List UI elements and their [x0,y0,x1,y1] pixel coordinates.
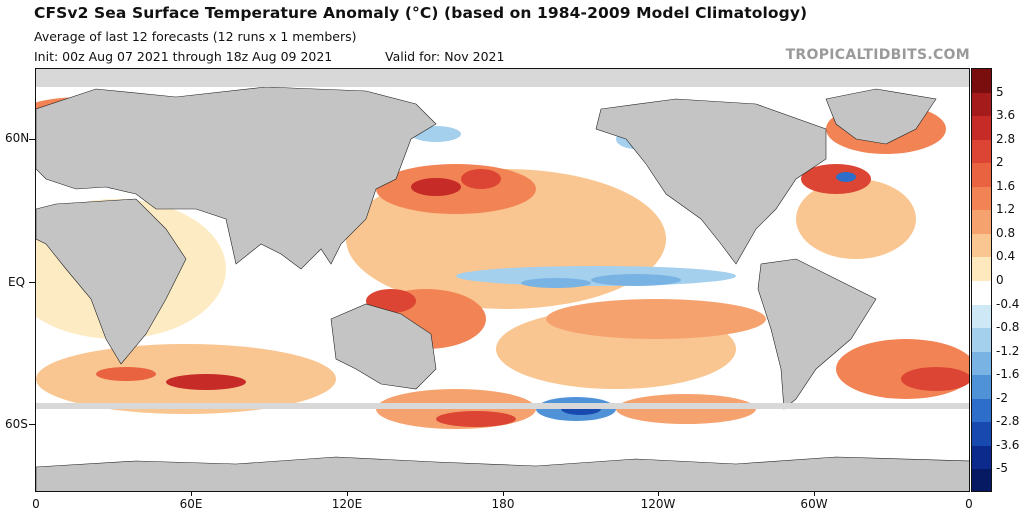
land-eurasia [36,86,437,270]
lon-label-60w: 60W [800,497,828,511]
map-subtitle: Average of last 12 forecasts (12 runs x … [34,29,357,44]
colorbar-segment [972,469,991,491]
colorbar-segment [972,422,991,447]
colorbar-segment [972,92,991,117]
colorbar [971,68,992,492]
colorbar-segment [972,351,991,376]
lon-tick [191,491,192,496]
land-antarctica [36,456,969,491]
lon-label-0: 0 [32,497,40,511]
land-south-america [757,258,877,410]
colorbar-label: 1.2 [996,202,1016,217]
lon-label-120w: 120W [640,497,676,511]
land-greenland [825,88,937,145]
map-canvas [36,69,969,491]
colorbar-segment [972,210,991,235]
colorbar-label: -2 [996,390,1008,405]
colorbar-segment [972,304,991,329]
lat-label-60n: 60N [5,131,30,145]
lon-label-0-east: 0 [965,497,973,511]
colorbar-segment [972,139,991,164]
lon-tick [503,491,504,496]
sea-ice [36,69,969,409]
colorbar-label: -0.8 [996,320,1020,335]
colorbar-segment [972,69,991,94]
colorbar-segment [972,116,991,141]
lat-tick [29,139,35,140]
colorbar-label: 3.6 [996,108,1016,123]
lat-tick [29,282,35,283]
colorbar-label: 0.4 [996,249,1016,264]
lon-tick [814,491,815,496]
lat-tick [29,424,35,425]
colorbar-label: 2.8 [996,131,1016,146]
colorbar-segment [972,445,991,470]
colorbar-segment [972,375,991,400]
colorbar-label: 2 [996,155,1004,170]
lat-label-60s: 60S [5,417,28,431]
land-australia [330,303,437,390]
land-masses [36,86,969,491]
colorbar-label: -5 [996,461,1008,476]
colorbar-label: -1.6 [996,367,1020,382]
lon-tick [347,491,348,496]
init-text: Init: 00z Aug 07 2021 through 18z Aug 09… [34,49,333,64]
map-title: CFSv2 Sea Surface Temperature Anomaly (°… [34,4,808,22]
colorbar-segment [972,163,991,188]
valid-text: Valid for: Nov 2021 [385,49,505,64]
colorbar-segment [972,233,991,258]
anomaly-field [36,97,969,429]
lon-label-60e: 60E [179,497,203,511]
colorbar-segment [972,328,991,353]
colorbar-segment [972,186,991,211]
lon-label-180: 180 [491,497,515,511]
colorbar-segment [972,281,991,306]
lat-label-eq: EQ [8,275,26,289]
colorbar-label: -2.8 [996,414,1020,429]
brand-watermark: TROPICALTIDBITS.COM [785,47,970,63]
land-africa [36,198,187,365]
lon-tick [658,491,659,496]
land-north-america [595,98,827,265]
lon-label-120e: 120E [331,497,363,511]
colorbar-segment [972,398,991,423]
colorbar-label: 0.8 [996,225,1016,240]
colorbar-label: -3.6 [996,437,1020,452]
sst-anomaly-map [35,68,970,492]
colorbar-segment [972,257,991,282]
colorbar-label: -1.2 [996,343,1020,358]
colorbar-label: 1.6 [996,178,1016,193]
colorbar-label: -0.4 [996,296,1020,311]
colorbar-label: 0 [996,273,1004,287]
colorbar-label: 5 [996,84,1004,99]
